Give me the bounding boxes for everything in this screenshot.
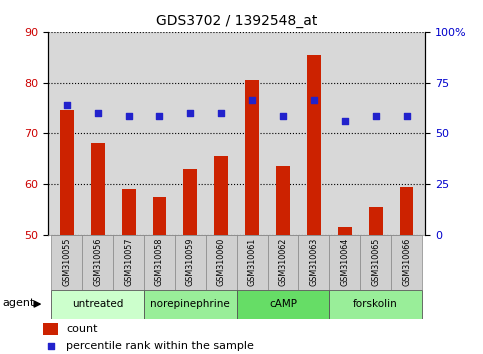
Bar <box>399 187 413 235</box>
Text: GSM310065: GSM310065 <box>371 238 380 286</box>
Bar <box>43 323 58 335</box>
Bar <box>51 290 144 319</box>
Bar <box>144 235 175 290</box>
Text: GSM310060: GSM310060 <box>217 238 226 286</box>
Point <box>403 113 411 118</box>
Point <box>248 97 256 103</box>
Bar <box>276 166 290 235</box>
Text: forskolin: forskolin <box>353 299 398 309</box>
Bar <box>329 290 422 319</box>
Bar <box>268 235 298 290</box>
Text: count: count <box>66 324 98 334</box>
Bar <box>245 80 259 235</box>
Bar <box>307 55 321 235</box>
Text: GSM310061: GSM310061 <box>248 238 256 286</box>
Bar <box>237 290 329 319</box>
Bar <box>144 290 237 319</box>
Text: GSM310055: GSM310055 <box>62 238 71 286</box>
Point <box>125 113 132 118</box>
Text: cAMP: cAMP <box>269 299 297 309</box>
Point <box>341 118 349 124</box>
Text: untreated: untreated <box>72 299 123 309</box>
Bar <box>338 227 352 235</box>
Point <box>156 113 163 118</box>
Bar <box>184 169 197 235</box>
Text: GSM310056: GSM310056 <box>93 238 102 286</box>
Text: agent: agent <box>2 298 35 308</box>
Point <box>94 110 101 116</box>
Text: GSM310064: GSM310064 <box>340 238 349 286</box>
Bar <box>60 110 74 235</box>
Point <box>217 110 225 116</box>
Text: GSM310057: GSM310057 <box>124 238 133 286</box>
Bar <box>329 235 360 290</box>
Bar <box>298 235 329 290</box>
Text: GSM310059: GSM310059 <box>186 238 195 286</box>
Text: GSM310062: GSM310062 <box>279 238 287 286</box>
Point <box>47 343 55 349</box>
Bar <box>360 235 391 290</box>
Point <box>372 113 380 118</box>
Text: GSM310066: GSM310066 <box>402 238 411 286</box>
Text: GSM310063: GSM310063 <box>310 238 318 286</box>
Bar <box>369 207 383 235</box>
Point <box>63 103 71 108</box>
Bar <box>82 235 113 290</box>
Bar <box>237 235 268 290</box>
Bar <box>113 235 144 290</box>
Bar <box>206 235 237 290</box>
Bar <box>91 143 105 235</box>
Point <box>186 110 194 116</box>
Bar <box>51 235 82 290</box>
Point <box>279 113 287 118</box>
Bar <box>175 235 206 290</box>
Bar <box>214 156 228 235</box>
Bar <box>122 189 136 235</box>
Point <box>310 97 318 103</box>
Bar <box>391 235 422 290</box>
Bar <box>153 197 167 235</box>
Text: GDS3702 / 1392548_at: GDS3702 / 1392548_at <box>156 14 317 28</box>
Text: norepinephrine: norepinephrine <box>151 299 230 309</box>
Text: GSM310058: GSM310058 <box>155 238 164 286</box>
Text: percentile rank within the sample: percentile rank within the sample <box>66 341 254 351</box>
